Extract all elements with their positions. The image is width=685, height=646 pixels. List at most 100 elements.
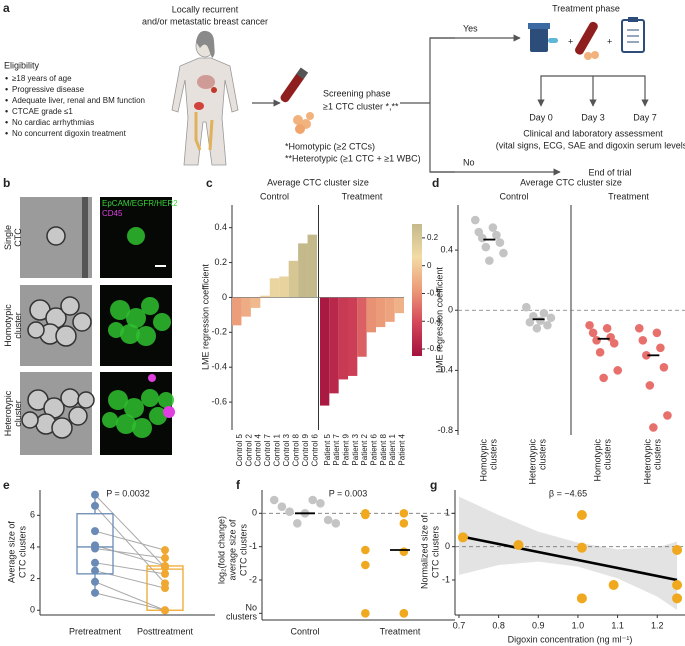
branch-yes: Yes [463, 23, 478, 33]
y-tick-label: -2 [249, 574, 257, 584]
eligibility-item: CTCAE grade ≤1 [12, 107, 73, 116]
text-line: clusters [538, 439, 548, 471]
colorbar-tick-label: -0.4 [427, 316, 441, 325]
point [588, 328, 598, 338]
row-label: Heterotypiccluster [3, 390, 23, 436]
plus: + [568, 36, 573, 46]
fit-line [458, 534, 678, 582]
y-axis-label: CTC clusters [238, 524, 248, 577]
point [399, 547, 409, 556]
point [522, 302, 531, 312]
point [361, 510, 370, 520]
point [495, 238, 505, 247]
cell-fluorescence [141, 297, 159, 315]
colorbar-tick-label: -0.6 [427, 344, 441, 353]
y-tick-label: -0.2 [211, 327, 227, 337]
bar [288, 260, 299, 298]
y-tick-label: 0 [252, 508, 257, 518]
y-tick-label: -0.4 [437, 365, 453, 375]
text-line: Single [3, 225, 13, 250]
screening-criterion: ≥1 CTC cluster *,** [323, 101, 399, 111]
text-line: Homotypic [479, 439, 489, 482]
point [649, 423, 658, 432]
bar [376, 297, 386, 328]
panel-letter: a [3, 1, 10, 15]
eligibility-item: No cardiac arrhythmias [12, 118, 94, 127]
bar [232, 297, 242, 326]
x-tick-label: Control 5 [235, 433, 244, 466]
day: Day 0 [529, 112, 553, 122]
point [91, 588, 99, 597]
cell-fluorescence [124, 398, 144, 418]
point [323, 515, 333, 525]
point [161, 546, 169, 555]
text-line: clusters [603, 439, 613, 471]
panel-letter: b [3, 176, 10, 190]
bar [279, 276, 289, 298]
annotation: P = 0.0032 [106, 488, 150, 498]
point [308, 495, 318, 505]
cell [51, 417, 73, 439]
cell-fluorescence [149, 407, 167, 425]
cell-fluorescence [116, 414, 136, 434]
bar [269, 278, 280, 298]
facet-label: Control [499, 191, 528, 201]
y-axis-label: Normalized size of [419, 514, 429, 589]
point [481, 242, 491, 252]
annotation: P = 0.003 [329, 488, 368, 498]
end-of-trial: End of trial [588, 167, 631, 177]
cell-fluorescence [110, 300, 130, 320]
text-line: clusters [489, 439, 499, 471]
x-tick-label: Control 8 [291, 433, 300, 466]
x-tick-label: Patient 7 [332, 433, 341, 465]
x-tick-label: Posttreatment [137, 626, 194, 636]
bar [241, 297, 251, 317]
text-line: clusters [226, 612, 258, 622]
point [585, 320, 594, 330]
point [576, 593, 587, 604]
point [91, 544, 99, 553]
eligibility-item: Adequate liver, renal and BM function [12, 96, 145, 105]
y-tick-label: -1 [249, 541, 257, 551]
text-line: cluster [13, 312, 23, 339]
text-line: Homotypic [593, 439, 603, 482]
footnote: **Heterotypic (≥1 CTC + ≥1 WBC) [285, 153, 421, 163]
x-tick-label: Control 4 [254, 433, 263, 466]
point [361, 545, 370, 555]
y-tick-label: 1 [445, 508, 450, 518]
eligibility-title: Eligibility [4, 60, 40, 70]
point [361, 560, 370, 570]
colorbar-tick-label: 0.2 [427, 233, 439, 242]
cell-fluorescence [108, 390, 128, 410]
point [525, 317, 535, 327]
annotation: β = −4.65 [549, 488, 587, 498]
plus: + [607, 36, 612, 46]
panel-letter: g [430, 478, 437, 492]
panel-letter: d [432, 176, 439, 190]
colorbar-tick-label: 0 [427, 261, 432, 270]
text-line: Heterotypic [3, 390, 13, 436]
facet-label: Treatment [342, 191, 383, 201]
x-tick-label: Control 9 [301, 433, 310, 466]
point [652, 328, 662, 338]
cd45-cell [163, 406, 175, 418]
pair-line [94, 592, 166, 611]
x-tick-label: Patient 8 [379, 433, 388, 465]
point [613, 366, 623, 375]
cell [60, 388, 80, 408]
point [595, 348, 605, 357]
cell-fluorescence [136, 326, 156, 346]
y-tick-label: 0 [445, 541, 450, 551]
cell-fluorescence [120, 324, 140, 344]
pair-line [94, 581, 166, 611]
stain-label: EpCAM/EGFR/HER2 [102, 199, 178, 208]
x-tick-label: Control 3 [282, 433, 291, 466]
pair-line [94, 505, 166, 584]
x-tick-label: Control 2 [244, 433, 253, 466]
point [478, 233, 487, 243]
day: Day 3 [581, 112, 605, 122]
y-tick-label: No clusters [226, 603, 258, 622]
point [91, 501, 99, 510]
cell [68, 406, 88, 426]
point [532, 323, 542, 333]
